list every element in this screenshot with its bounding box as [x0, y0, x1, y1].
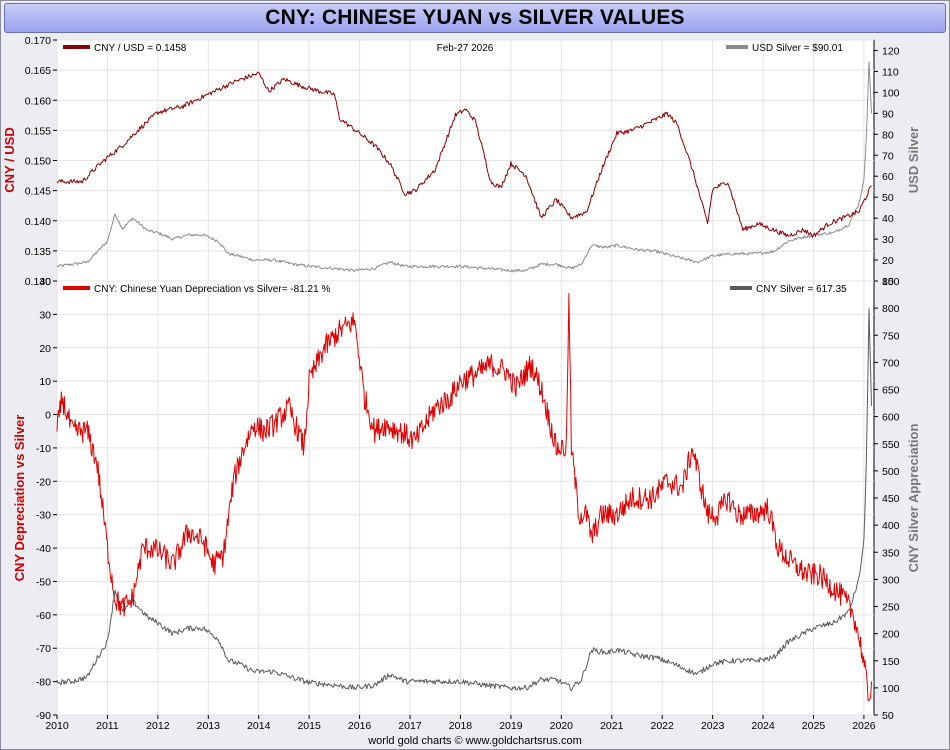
x-tick-label: 2010: [45, 720, 69, 732]
x-tick-label: 2019: [499, 720, 523, 732]
bottom-right-tick-label: 750: [882, 330, 900, 342]
bottom-right-tick-label: 400: [882, 520, 900, 532]
x-tick-label: 2016: [348, 720, 372, 732]
bottom-right-tick-label: 550: [882, 439, 900, 451]
legend-cny-depreciation: CNY: Chinese Yuan Depreciation vs Silver…: [94, 284, 330, 295]
top-right-tick-label: 100: [882, 87, 900, 99]
bottom-right-tick-label: 200: [882, 629, 900, 641]
bottom-left-tick-label: -80: [36, 677, 51, 689]
chart-title: CNY: CHINESE YUAN vs SILVER VALUES: [4, 3, 946, 33]
top-left-tick-label: 0.170: [25, 35, 51, 47]
bottom-right-tick-label: 700: [882, 357, 900, 369]
x-tick-label: 2024: [751, 720, 775, 732]
bottom-left-tick-label: 0: [45, 410, 51, 422]
top-right-tick-label: 80: [882, 129, 894, 141]
bottom-left-tick-label: -30: [36, 510, 51, 522]
bottom-right-tick-label: 350: [882, 547, 900, 559]
top-right-axis-title: USD Silver: [906, 127, 921, 193]
top-right-tick-label: 110: [882, 66, 899, 78]
bottom-left-tick-label: 20: [39, 343, 51, 355]
top-left-tick-label: 0.145: [25, 186, 51, 198]
x-tick-label: 2013: [197, 720, 221, 732]
x-tick-label: 2026: [852, 720, 876, 732]
x-tick-label: 2025: [802, 720, 826, 732]
top-right-tick-label: 60: [882, 171, 894, 183]
top-right-axis-ticks: 10 20 30 40 50 60 70 80 90 100 110 120: [874, 45, 900, 288]
top-right-tick-label: 120: [882, 45, 900, 57]
bottom-left-tick-label: -50: [36, 576, 51, 588]
legend-cny-silver: CNY Silver = 617.35: [756, 284, 847, 295]
top-left-tick-label: 0.130: [25, 276, 51, 288]
bottom-right-tick-label: 300: [882, 574, 900, 586]
bottom-left-tick-label: 30: [39, 309, 51, 321]
bottom-panel-background: [56, 280, 875, 716]
bottom-right-tick-label: 450: [882, 493, 900, 505]
top-right-tick-label: 20: [882, 255, 894, 267]
top-left-axis-ticks: 0.130 0.135 0.140 0.145 0.150 0.155 0.160 0.165…: [25, 35, 57, 288]
bottom-right-tick-label: 250: [882, 602, 900, 614]
x-tick-label: 2020: [550, 720, 574, 732]
bottom-right-tick-label: 50: [882, 710, 894, 722]
x-axis-ticks: 2010 2011 2012 2013 2014 2015 2016 2017 2018 2019…: [45, 715, 876, 732]
top-left-tick-label: 0.135: [25, 246, 51, 258]
top-date-label: Feb-27 2026: [437, 43, 494, 54]
x-tick-label: 2011: [96, 720, 119, 732]
x-tick-label: 2015: [297, 720, 321, 732]
top-left-tick-label: 0.140: [25, 216, 51, 228]
top-left-axis-title: CNY / USD: [2, 127, 17, 193]
top-right-tick-label: 70: [882, 150, 894, 162]
x-tick-label: 2022: [651, 720, 675, 732]
usd-silver-line: [56, 61, 872, 273]
bottom-left-tick-label: -70: [36, 643, 51, 655]
top-left-tick-label: 0.160: [25, 95, 51, 107]
legend-usd-silver: USD Silver = $90.01: [752, 43, 843, 54]
bottom-right-tick-label: 600: [882, 412, 900, 424]
bottom-left-tick-label: -60: [36, 610, 51, 622]
bottom-right-tick-label: 650: [882, 385, 900, 397]
top-right-tick-label: 90: [882, 108, 894, 120]
bottom-right-axis-title: CNY Silver Appreciation: [906, 424, 921, 573]
top-panel-series: [56, 61, 872, 273]
bottom-left-tick-label: 10: [39, 376, 51, 388]
top-right-tick-label: 40: [882, 213, 894, 225]
legend-cny-usd: CNY / USD = 0.1458: [94, 43, 187, 54]
cny-depreciation-line: [56, 293, 872, 702]
x-tick-label: 2021: [600, 720, 624, 732]
bottom-left-tick-label: -10: [36, 443, 51, 455]
top-left-tick-label: 0.150: [25, 156, 51, 168]
bottom-left-axis-title: CNY Depreciation vs Silver: [12, 415, 27, 582]
bottom-right-tick-label: 850: [882, 276, 900, 288]
top-right-tick-label: 30: [882, 234, 894, 246]
bottom-right-tick-label: 800: [882, 303, 900, 315]
bottom-left-tick-label: -90: [36, 710, 51, 722]
x-tick-label: 2017: [398, 720, 422, 732]
bottom-right-tick-label: 500: [882, 466, 900, 478]
bottom-right-axis-ticks: 50 100 150 200 250 300 350 400 450 500 550 600 650 70…: [874, 276, 900, 722]
bottom-left-tick-label: -40: [36, 543, 51, 555]
chart-footer: world gold charts © www.goldchartsrus.co…: [368, 735, 582, 747]
cny-usd-line: [56, 71, 872, 238]
bottom-left-tick-label: 40: [39, 276, 51, 288]
x-tick-label: 2023: [701, 720, 725, 732]
x-tick-label: 2014: [247, 720, 271, 732]
bottom-panel-series: [56, 293, 872, 702]
x-tick-label: 2018: [449, 720, 473, 732]
bottom-left-tick-label: -20: [36, 476, 51, 488]
bottom-right-tick-label: 100: [882, 683, 900, 695]
top-left-tick-label: 0.165: [25, 65, 51, 77]
bottom-left-axis-ticks: -90 -80 -70 -60 -50 -40 -30 -20 -10 0 10 20 30 40: [36, 276, 57, 722]
x-tick-label: 2012: [146, 720, 170, 732]
cny-silver-line: [56, 308, 872, 692]
bottom-right-tick-label: 150: [882, 656, 900, 668]
top-left-tick-label: 0.155: [25, 125, 51, 137]
top-right-tick-label: 10: [882, 276, 894, 288]
top-right-tick-label: 50: [882, 192, 894, 204]
